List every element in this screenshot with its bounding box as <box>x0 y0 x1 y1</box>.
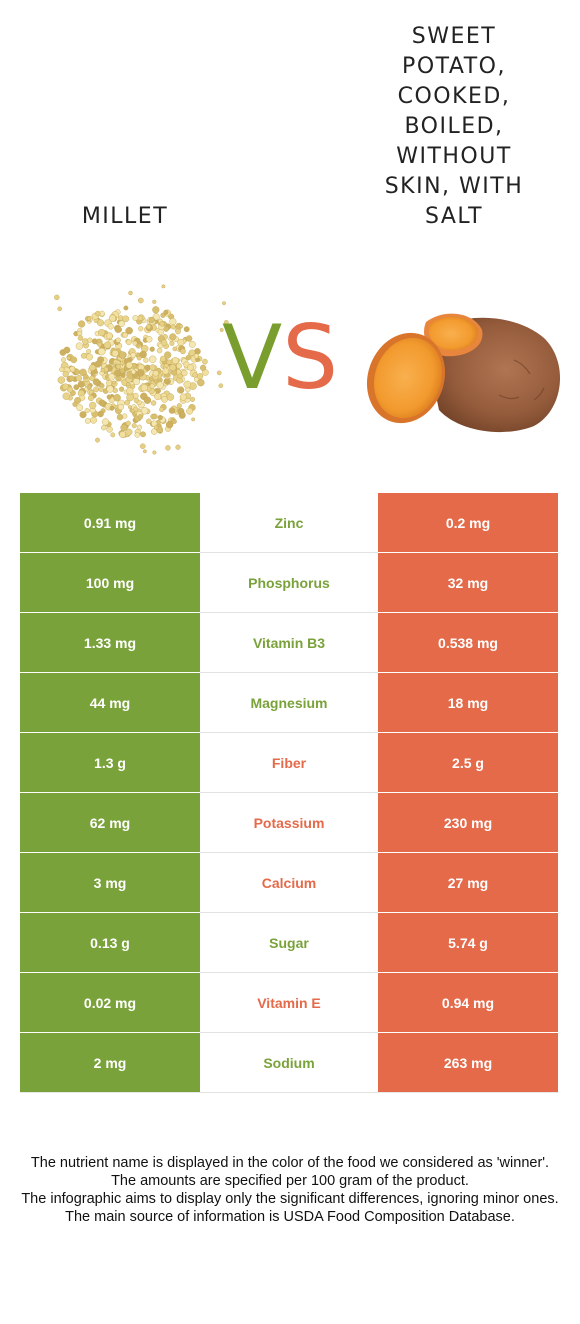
left-value-cell: 2 mg <box>20 1033 200 1092</box>
nutrient-table: 0.91 mg Zinc 0.2 mg 100 mg Phosphorus 32 mg 1.… <box>20 493 558 1093</box>
table-row: 3 mg Calcium 27 mg <box>20 853 558 913</box>
table-row: 0.91 mg Zinc 0.2 mg <box>20 493 558 553</box>
table-row: 0.13 g Sugar 5.74 g <box>20 913 558 973</box>
nutrient-name-cell: Sodium <box>200 1033 378 1093</box>
vs-s: S <box>282 306 339 409</box>
footer-line: The infographic aims to display only the… <box>21 1191 559 1207</box>
left-value-cell: 1.3 g <box>20 733 200 792</box>
left-value-cell: 0.91 mg <box>20 493 200 552</box>
sweet-potato-image <box>366 313 561 433</box>
nutrient-name-cell: Magnesium <box>200 673 378 733</box>
table-row: 1.3 g Fiber 2.5 g <box>20 733 558 793</box>
left-value-cell: 62 mg <box>20 793 200 852</box>
millet-image <box>54 284 229 455</box>
table-row: 0.02 mg Vitamin E 0.94 mg <box>20 973 558 1033</box>
nutrient-name-cell: Sugar <box>200 913 378 973</box>
nutrient-name-cell: Phosphorus <box>200 553 378 613</box>
nutrient-name-cell: Vitamin E <box>200 973 378 1033</box>
right-value-cell: 32 mg <box>378 553 558 612</box>
table-row: 62 mg Potassium 230 mg <box>20 793 558 853</box>
right-value-cell: 5.74 g <box>378 913 558 972</box>
right-value-cell: 263 mg <box>378 1033 558 1092</box>
nutrient-name-cell: Zinc <box>200 493 378 553</box>
table-row: 1.33 mg Vitamin B3 0.538 mg <box>20 613 558 673</box>
nutrient-name-cell: Vitamin B3 <box>200 613 378 673</box>
footer-line: The main source of information is USDA F… <box>65 1209 515 1225</box>
nutrient-name-cell: Potassium <box>200 793 378 853</box>
right-value-cell: 0.2 mg <box>378 493 558 552</box>
food-title-right: Sweet potato, cooked, boiled, without sk… <box>384 24 524 229</box>
table-row: 100 mg Phosphorus 32 mg <box>20 553 558 613</box>
nutrient-name-cell: Fiber <box>200 733 378 793</box>
left-value-cell: 0.13 g <box>20 913 200 972</box>
table-row: 44 mg Magnesium 18 mg <box>20 673 558 733</box>
left-value-cell: 0.02 mg <box>20 973 200 1032</box>
right-value-cell: 18 mg <box>378 673 558 732</box>
nutrient-name-cell: Calcium <box>200 853 378 913</box>
right-value-cell: 27 mg <box>378 853 558 912</box>
footer-notes: The nutrient name is displayed in the co… <box>20 1154 560 1226</box>
right-value-cell: 0.94 mg <box>378 973 558 1032</box>
vs-label: VS <box>222 313 350 403</box>
left-value-cell: 100 mg <box>20 553 200 612</box>
right-value-cell: 230 mg <box>378 793 558 852</box>
table-row: 2 mg Sodium 263 mg <box>20 1033 558 1093</box>
footer-line: The nutrient name is displayed in the co… <box>30 1155 550 1171</box>
footer-line: The amounts are specified per 100 gram o… <box>111 1173 469 1189</box>
left-value-cell: 1.33 mg <box>20 613 200 672</box>
vs-v: V <box>222 306 283 409</box>
left-value-cell: 44 mg <box>20 673 200 732</box>
food-title-left: Millet <box>81 204 169 229</box>
right-value-cell: 2.5 g <box>378 733 558 792</box>
left-value-cell: 3 mg <box>20 853 200 912</box>
right-value-cell: 0.538 mg <box>378 613 558 672</box>
